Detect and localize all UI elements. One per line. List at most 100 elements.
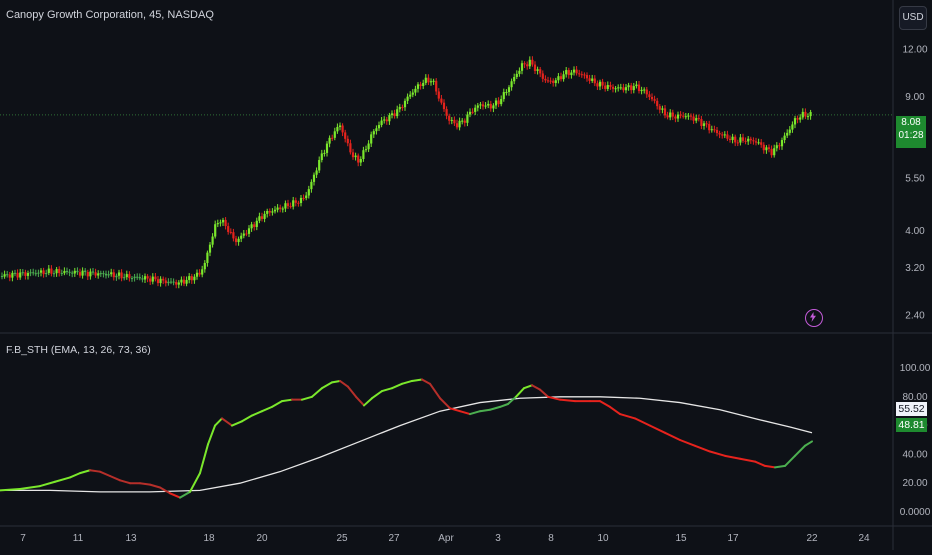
candle-body	[185, 279, 188, 284]
candle-body	[123, 277, 126, 279]
candle-body	[422, 82, 425, 87]
indicator-tick-label: 20.00	[902, 478, 927, 489]
candle-body	[541, 73, 544, 79]
candle-body	[60, 273, 63, 275]
candle-body	[271, 211, 274, 213]
candle-body	[458, 120, 461, 128]
candle-body	[203, 262, 206, 270]
candle-body	[736, 142, 739, 144]
fast-line-segment	[39, 480, 56, 488]
candle-body	[201, 269, 204, 275]
candle-body	[58, 269, 61, 274]
fast-line-segment	[199, 443, 209, 475]
candle-body	[16, 272, 19, 278]
candle-body	[502, 92, 505, 100]
time-tick-label: Apr	[438, 533, 454, 544]
candle-body	[604, 85, 607, 89]
candle-body	[125, 274, 128, 278]
fast-line-segment	[214, 417, 223, 427]
fast-line-value: 48.81	[896, 418, 927, 432]
candle-body	[427, 77, 430, 83]
candle-body	[99, 273, 102, 275]
candle-body	[380, 120, 383, 126]
candle-body	[354, 155, 357, 158]
fast-line-segment	[169, 492, 181, 499]
candle-body	[650, 96, 654, 100]
candle-body	[630, 85, 633, 91]
candle-body	[788, 129, 791, 133]
candle-body	[406, 96, 409, 101]
candle-body	[695, 118, 698, 121]
candle-body	[167, 281, 170, 284]
candle-body	[585, 75, 589, 79]
fast-line-segment	[619, 413, 636, 420]
time-tick-label: 8	[548, 533, 554, 544]
fast-line-segment	[469, 410, 481, 416]
currency-button[interactable]: USD	[899, 6, 927, 30]
candle-body	[429, 81, 433, 83]
fast-line-segment	[539, 388, 549, 398]
candle-body	[765, 147, 768, 151]
candle-body	[128, 274, 131, 279]
candle-body	[141, 278, 144, 280]
candle-body	[78, 272, 82, 276]
candle-body	[198, 272, 201, 275]
candle-body	[268, 210, 271, 213]
candle-body	[370, 134, 373, 144]
candle-body	[50, 268, 53, 274]
time-tick-label: 10	[597, 533, 609, 544]
candle-body	[3, 274, 6, 277]
fast-line-segment	[251, 410, 263, 417]
time-tick-label: 27	[388, 533, 400, 544]
lightning-bolt-icon[interactable]	[805, 309, 823, 327]
candle-body	[143, 276, 147, 280]
candle-body	[255, 220, 258, 227]
candle-body	[494, 100, 498, 106]
candle-body	[104, 273, 108, 276]
fast-line-segment	[739, 457, 756, 463]
time-tick-label: 18	[203, 533, 215, 544]
fast-line-segment	[19, 485, 41, 490]
time-tick-label: 15	[675, 533, 687, 544]
candle-body	[19, 272, 22, 278]
candle-body	[721, 134, 724, 136]
candle-body	[440, 98, 443, 103]
fast-line-segment	[89, 469, 101, 473]
fast-line-segment	[523, 384, 533, 390]
candle-body	[349, 143, 352, 153]
time-tick-label: 25	[336, 533, 348, 544]
fast-line-segment	[363, 397, 373, 407]
candle-body	[450, 119, 453, 121]
fast-line-segment	[429, 382, 441, 400]
candle-body	[0, 275, 4, 277]
candle-body	[637, 84, 641, 92]
fast-line-segment	[449, 407, 461, 413]
candle-body	[476, 105, 479, 108]
candle-body	[578, 73, 581, 75]
fast-line-segment	[339, 379, 349, 388]
candle-body	[333, 131, 336, 138]
candle-body	[726, 134, 729, 139]
candle-body	[461, 120, 464, 122]
candle-body	[94, 272, 97, 276]
fast-line-segment	[421, 378, 431, 385]
candle-body	[793, 118, 797, 125]
candle-body	[180, 279, 183, 283]
candle-body	[533, 64, 537, 71]
candle-body	[762, 144, 765, 151]
candle-body	[341, 125, 344, 133]
candle-body	[752, 140, 755, 142]
candle-body	[453, 119, 456, 124]
candle-body	[611, 86, 615, 89]
fast-line-segment	[69, 472, 81, 479]
fast-line-segment	[109, 475, 121, 482]
candle-body	[151, 276, 154, 282]
candle-body	[242, 233, 245, 236]
candle-body	[45, 272, 48, 275]
candle-body	[536, 69, 539, 71]
candle-body	[773, 148, 776, 156]
candle-body	[552, 80, 555, 83]
candle-body	[747, 138, 750, 142]
